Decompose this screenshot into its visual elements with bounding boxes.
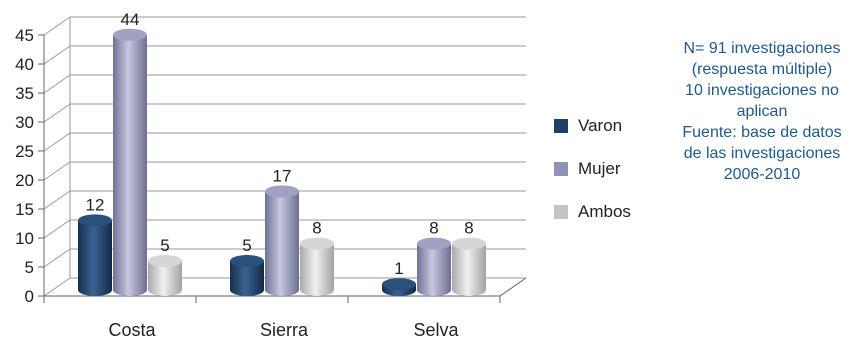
data-label-mujer: 44 bbox=[121, 10, 140, 29]
label-layer: 12 44 5 5 17 8 1 8 8 bbox=[86, 10, 474, 278]
legend-swatch-ambos bbox=[554, 204, 568, 219]
data-label-ambos: 8 bbox=[312, 219, 321, 238]
bar-varon bbox=[78, 220, 112, 296]
bar-top-varon bbox=[230, 255, 264, 267]
y-tick-label: 40 bbox=[15, 55, 34, 74]
floor-edge bbox=[499, 277, 527, 297]
bar-top-ambos bbox=[452, 237, 486, 250]
bar-mujer bbox=[113, 34, 147, 296]
bar-top-ambos bbox=[148, 255, 182, 267]
bar-mujer bbox=[417, 243, 451, 296]
note-line: N= 91 investigaciones bbox=[683, 40, 841, 57]
bar-top-mujer bbox=[417, 237, 451, 250]
y-tick-label: 45 bbox=[15, 26, 34, 45]
side-wall-gridline bbox=[43, 74, 71, 94]
legend-swatch-mujer bbox=[554, 161, 568, 176]
legend-item-ambos: Ambos bbox=[554, 190, 654, 233]
y-tick-label: 15 bbox=[15, 200, 34, 219]
data-label-mujer: 17 bbox=[273, 166, 292, 185]
bar-top-mujer bbox=[265, 185, 299, 198]
y-tick-label: 30 bbox=[15, 113, 34, 132]
side-wall-gridline bbox=[43, 161, 71, 181]
data-label-varon: 12 bbox=[86, 195, 105, 214]
note-line: Fuente: base de datos bbox=[682, 124, 842, 141]
bar-layer bbox=[78, 28, 486, 296]
data-label-mujer: 8 bbox=[429, 219, 438, 238]
side-wall-gridline bbox=[43, 103, 71, 123]
data-label-varon: 5 bbox=[242, 236, 251, 255]
y-tick-label: 35 bbox=[15, 84, 34, 103]
source-note: N= 91 investigaciones (respuesta múltipl… bbox=[666, 38, 858, 185]
legend-label-mujer: Mujer bbox=[578, 158, 621, 178]
bar-ambos bbox=[452, 243, 486, 296]
bar-ambos bbox=[148, 261, 182, 296]
legend-swatch-varon bbox=[554, 118, 568, 133]
bar-top-varon bbox=[78, 214, 112, 227]
data-label-varon: 1 bbox=[394, 259, 403, 278]
y-tick-label: 5 bbox=[25, 258, 34, 277]
note-line: de las investigaciones bbox=[683, 145, 841, 162]
legend-label-ambos: Ambos bbox=[578, 201, 631, 221]
legend: Varon Mujer Ambos bbox=[554, 104, 654, 233]
side-wall-gridline bbox=[43, 16, 71, 36]
side-wall-gridline bbox=[43, 248, 71, 268]
side-wall-gridline bbox=[43, 277, 71, 297]
side-wall-gridline bbox=[43, 45, 71, 65]
note-line: 2006-2010 bbox=[723, 166, 801, 183]
data-label-ambos: 8 bbox=[464, 219, 473, 238]
y-tick-label: 20 bbox=[15, 171, 34, 190]
note-line: 10 investigaciones no bbox=[685, 82, 839, 99]
x-tick-label: Sierra bbox=[260, 320, 309, 340]
note-line: (respuesta múltiple) bbox=[691, 61, 833, 78]
bar-top-ambos bbox=[300, 237, 334, 250]
side-wall-gridline bbox=[43, 132, 71, 152]
y-tick-label: 0 bbox=[25, 287, 34, 306]
note-line: aplican bbox=[736, 103, 788, 120]
bar-ambos bbox=[300, 243, 334, 296]
data-label-ambos: 5 bbox=[160, 236, 169, 255]
y-tick-label: 10 bbox=[15, 229, 34, 248]
legend-item-mujer: Mujer bbox=[554, 147, 654, 190]
x-tick-label: Costa bbox=[108, 320, 156, 340]
bar-top-mujer bbox=[113, 28, 147, 41]
x-tick-label: Selva bbox=[413, 320, 459, 340]
bar-varon bbox=[230, 261, 264, 296]
bar-top-varon bbox=[382, 278, 416, 291]
side-wall-gridline bbox=[43, 190, 71, 210]
legend-item-varon: Varon bbox=[554, 104, 654, 147]
side-wall-gridline bbox=[43, 219, 71, 239]
y-tick-label: 25 bbox=[15, 142, 34, 161]
bar-mujer bbox=[265, 191, 299, 296]
legend-label-varon: Varon bbox=[578, 115, 623, 135]
